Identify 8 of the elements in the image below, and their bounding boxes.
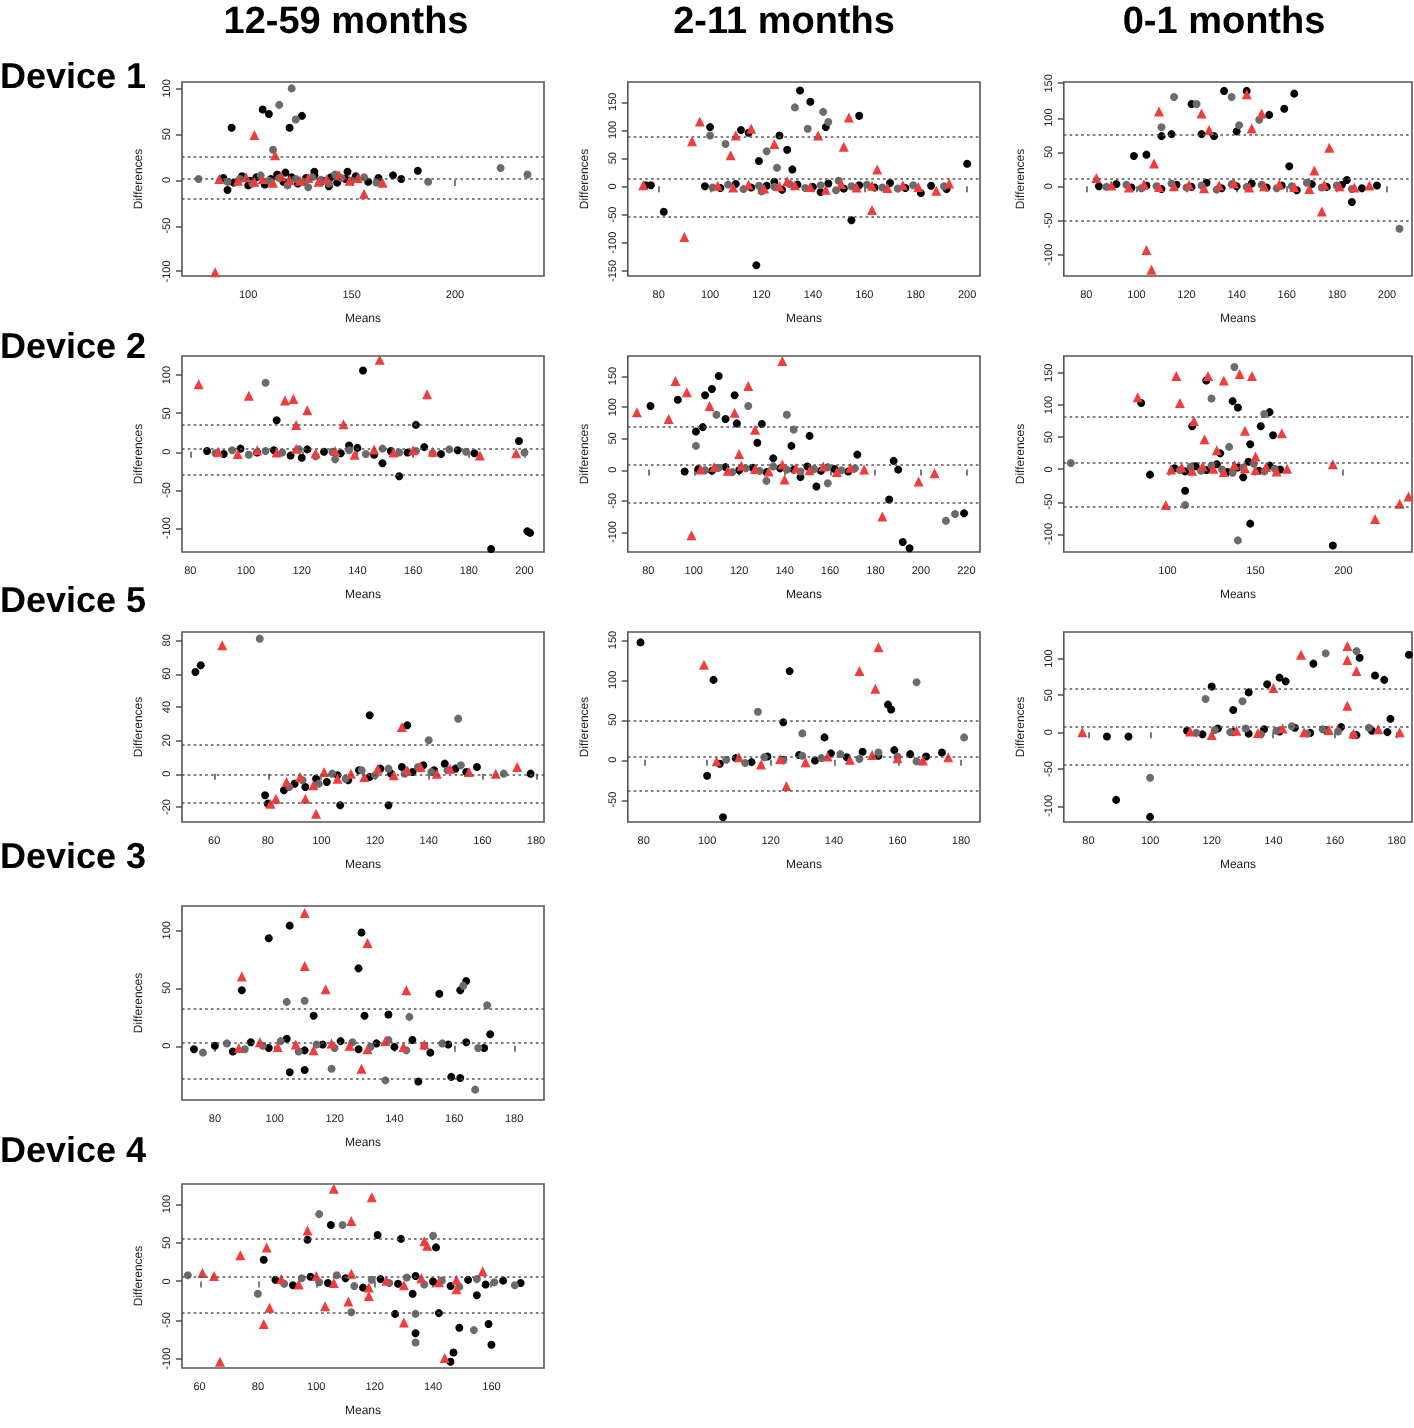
text: Device 3 <box>0 836 147 876</box>
chart-title: 0-1 months <box>1122 1 1326 43</box>
chart-title: 12-59 months <box>223 1 469 43</box>
text: Device 5 <box>0 580 147 620</box>
chart-title: 2-11 months <box>673 1 895 43</box>
text: Device 1 <box>0 56 147 96</box>
text: Device 4 <box>0 1130 147 1170</box>
text: Device 2 <box>0 326 147 366</box>
